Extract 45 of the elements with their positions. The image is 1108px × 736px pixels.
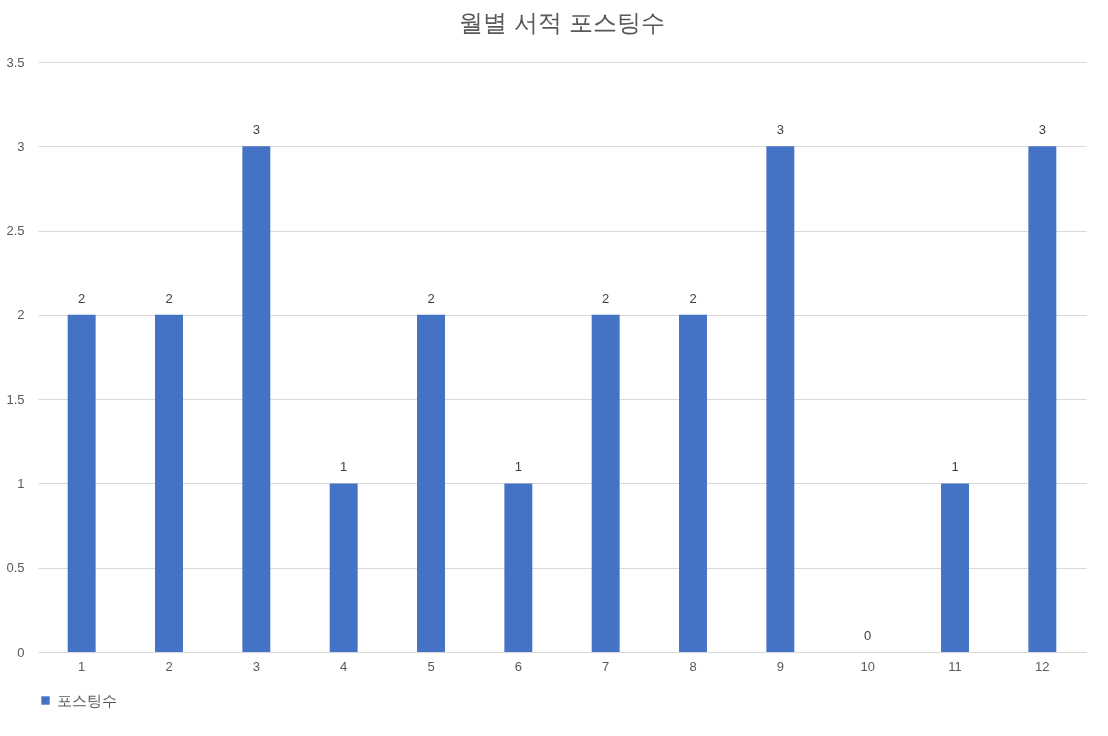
x-tick-label: 3 — [252, 658, 260, 674]
data-label: 2 — [427, 290, 435, 306]
x-tick-label: 5 — [427, 658, 435, 674]
data-label: 2 — [602, 290, 610, 306]
data-label: 1 — [514, 459, 522, 475]
y-tick-label: 3.5 — [6, 54, 25, 70]
bar — [679, 314, 707, 652]
data-label: 1 — [340, 459, 348, 475]
x-tick-label: 12 — [1035, 658, 1050, 674]
y-tick-label: 1.5 — [6, 391, 25, 407]
bar — [766, 146, 795, 652]
x-tick-label: 6 — [514, 658, 522, 674]
data-label: 2 — [689, 290, 697, 306]
bar — [591, 314, 620, 652]
y-tick-label: 2.5 — [6, 223, 25, 239]
x-tick-label: 2 — [165, 658, 173, 674]
legend-label: 포스팅수 — [57, 691, 117, 709]
data-label: 2 — [165, 290, 173, 306]
data-label: 0 — [864, 628, 872, 643]
x-tick-label: 4 — [340, 658, 348, 674]
bar — [329, 483, 358, 652]
x-tick-label: 11 — [948, 658, 962, 674]
x-tick-label: 1 — [78, 658, 86, 674]
x-tick-label: 8 — [689, 658, 697, 674]
y-tick-label: 2 — [17, 307, 25, 323]
x-tick-label: 9 — [776, 658, 784, 674]
y-tick-label: 0 — [17, 644, 25, 660]
data-label: 3 — [776, 122, 784, 138]
x-tick-label: 7 — [602, 658, 610, 674]
x-tick-label: 10 — [860, 658, 875, 674]
y-tick-label: 1 — [17, 475, 25, 491]
y-tick-label: 3 — [17, 138, 25, 154]
bar — [67, 314, 96, 652]
chart-title: 월별 서적 포스팅수 — [459, 9, 665, 36]
bar — [155, 314, 183, 652]
bar — [242, 146, 271, 652]
data-label: 3 — [1038, 122, 1046, 138]
bar — [1028, 146, 1057, 652]
data-label: 3 — [252, 122, 260, 138]
bar — [941, 483, 969, 652]
bar — [504, 483, 533, 652]
y-tick-label: 0.5 — [6, 560, 25, 576]
bar — [417, 314, 445, 652]
data-label: 2 — [78, 290, 86, 306]
data-label: 1 — [951, 459, 959, 475]
